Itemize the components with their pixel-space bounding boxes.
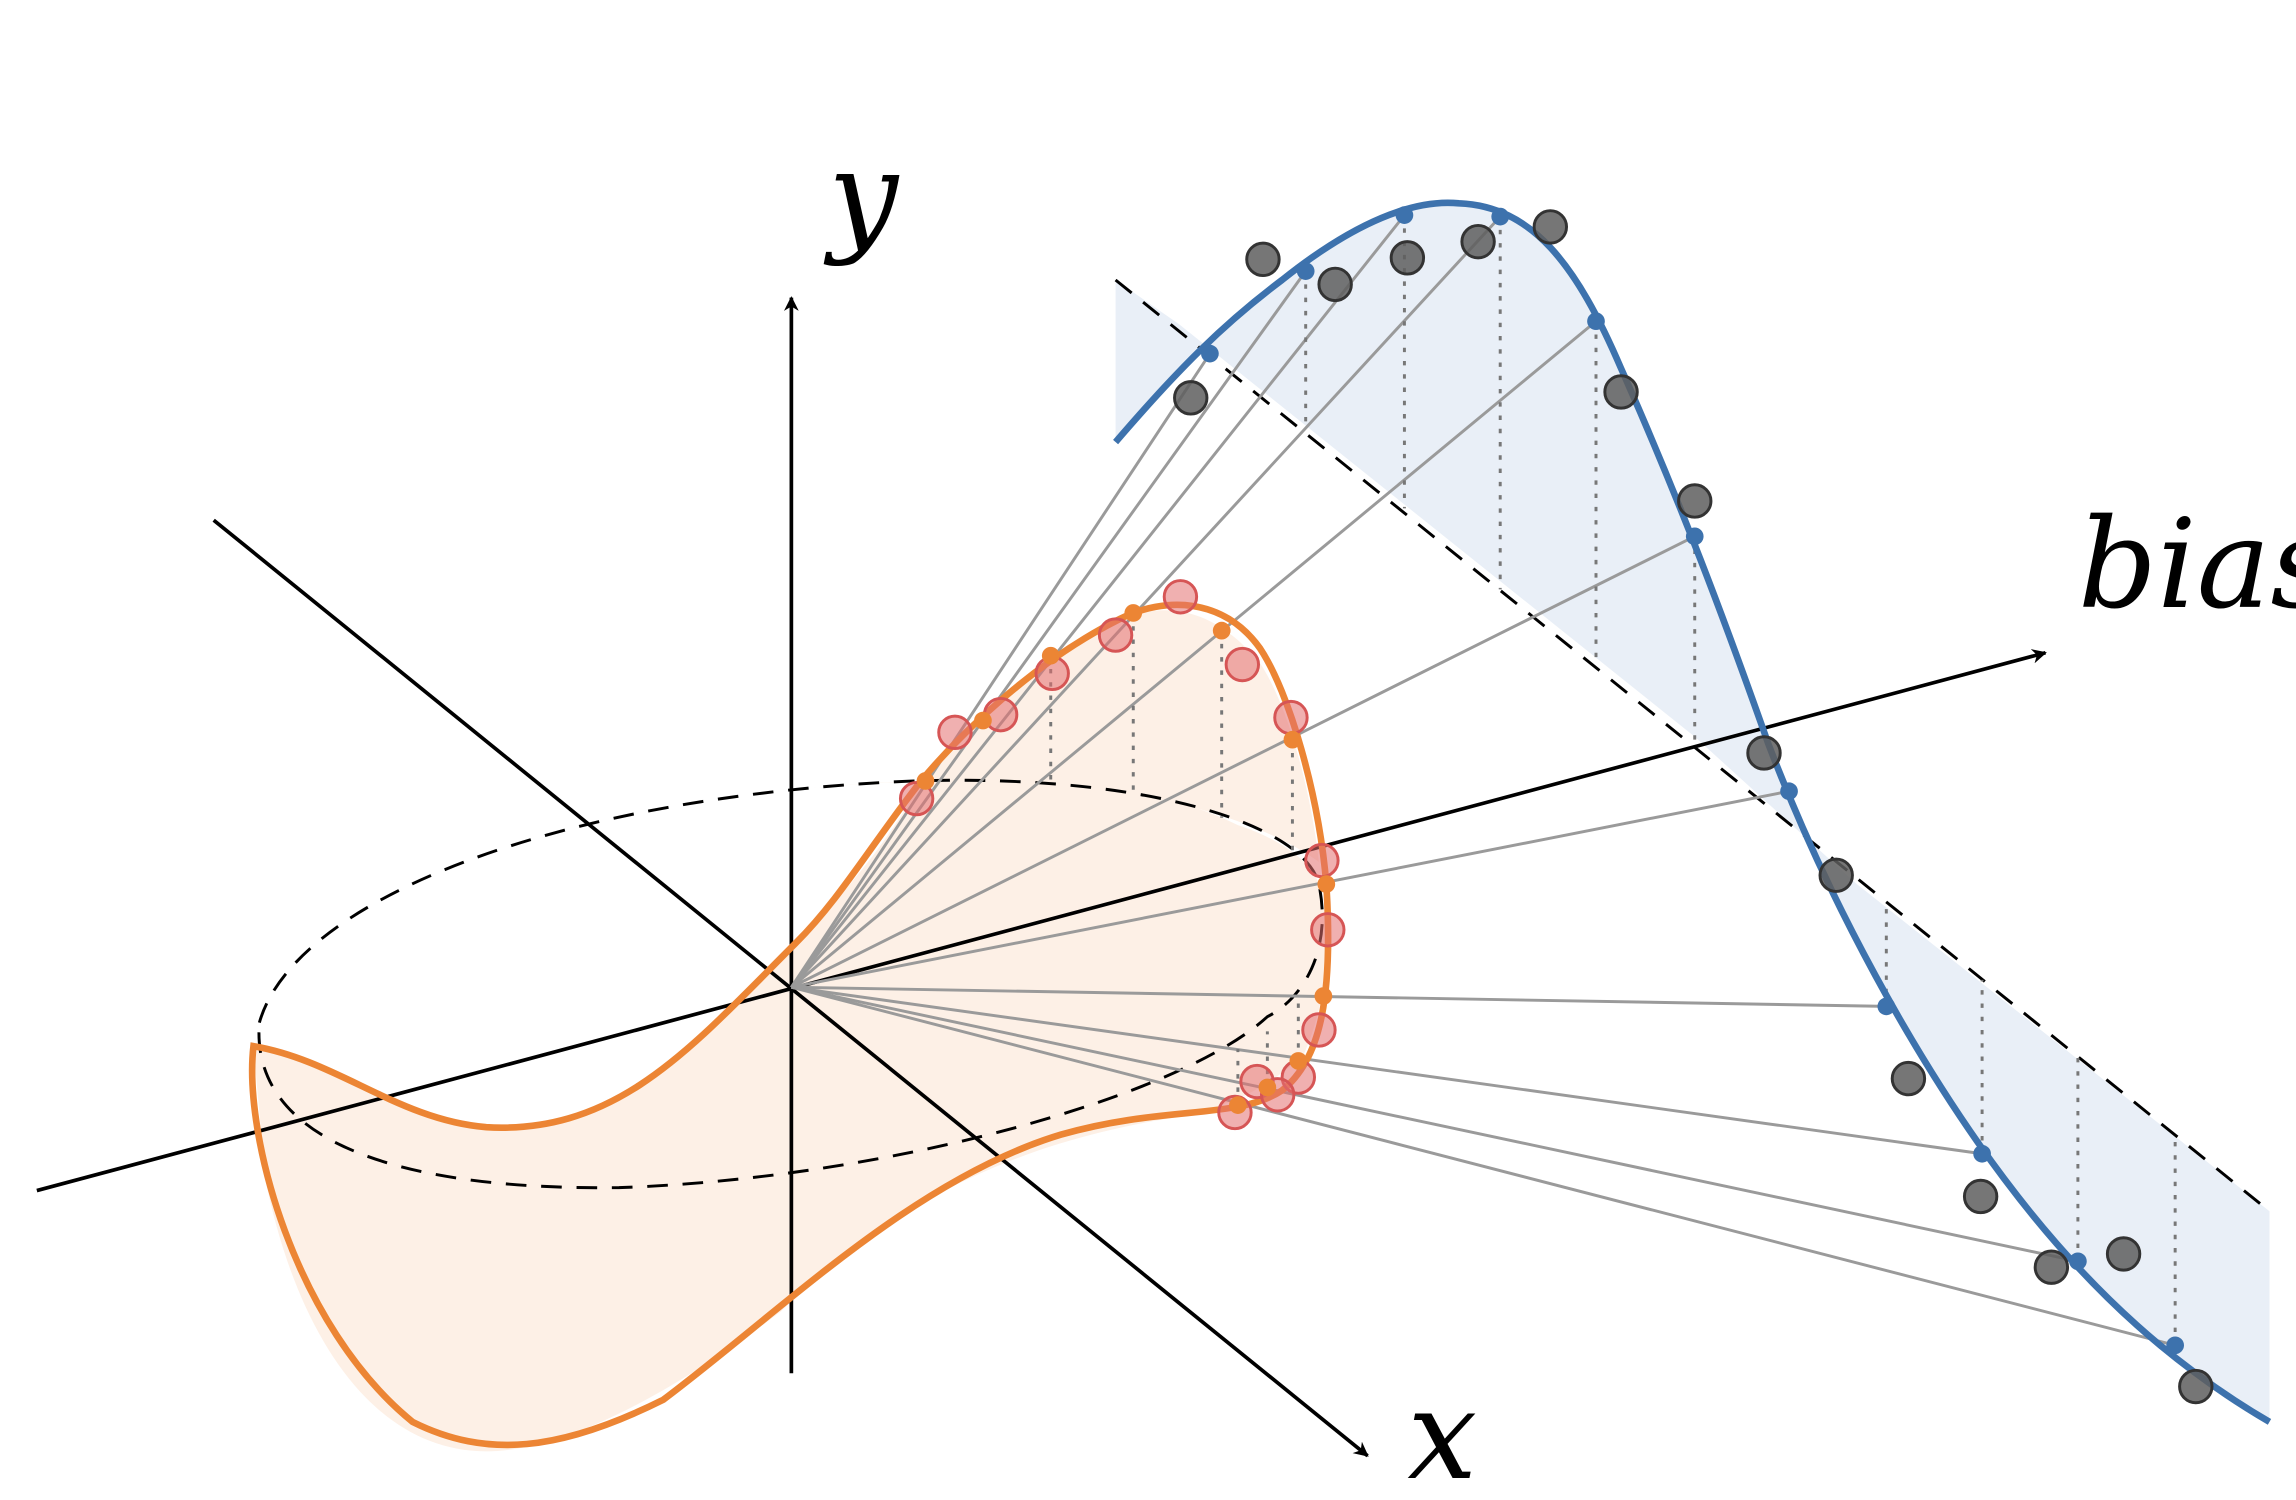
projection-rays	[790, 214, 2176, 1347]
orange-upper-fill	[921, 610, 1319, 862]
x-axis-label: x	[1407, 1364, 1477, 1500]
dashed-ellipse	[257, 778, 1324, 1190]
blue-curve-points	[1201, 206, 2184, 1355]
gray-sample-points	[1173, 209, 2214, 1405]
orange-curve-points	[916, 604, 1336, 1114]
y-axis-label: y	[823, 125, 900, 269]
blue-shaded-region	[1115, 202, 2270, 1422]
blue-curve	[1113, 199, 2272, 1425]
orange-dotted-lines	[1049, 612, 1300, 1106]
bias-axis	[36, 649, 2047, 1193]
red-sample-points	[898, 579, 1346, 1131]
orange-inner-cutout	[253, 780, 922, 1128]
bias-axis-label: bias	[2078, 493, 2296, 637]
